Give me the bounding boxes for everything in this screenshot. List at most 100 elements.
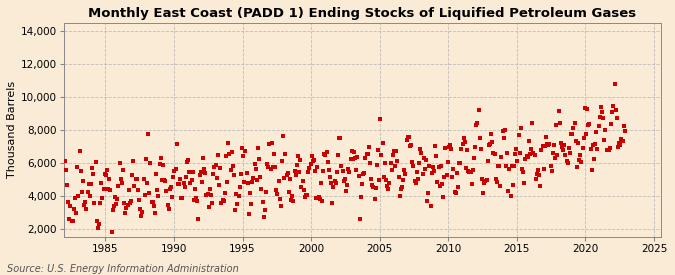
Point [608,104,619,108]
Point [288,199,299,204]
Point [201,192,212,197]
Point [180,175,191,179]
Point [554,109,564,113]
Point [539,166,549,171]
Point [400,172,411,177]
Point [475,147,486,152]
Point [284,189,294,194]
Point [337,169,348,173]
Point [209,165,220,169]
Point [392,159,403,163]
Point [127,173,138,177]
Point [557,145,568,150]
Point [280,152,291,156]
Point [303,170,314,175]
Point [99,172,110,176]
Point [568,126,579,130]
Point [346,149,357,153]
Point [205,187,215,191]
Point [497,129,508,133]
Point [523,139,534,143]
Point [488,151,499,155]
Point [236,145,247,150]
Point [162,202,173,207]
Point [262,161,273,166]
Point [520,157,531,161]
Point [449,190,460,194]
Point [224,152,235,157]
Point [423,191,433,196]
Point [610,108,621,112]
Point [435,164,446,169]
Point [549,156,560,160]
Point [250,166,261,171]
Point [617,139,628,144]
Point [139,192,150,197]
Point [180,185,190,189]
Point [273,179,284,183]
Point [170,166,181,171]
Point [422,199,433,204]
Point [99,187,109,191]
Point [66,219,77,223]
Point [128,159,139,163]
Point [464,170,475,175]
Point [535,184,545,188]
Point [176,196,187,200]
Point [516,126,526,130]
Point [448,166,459,171]
Point [342,183,352,187]
Point [184,170,195,175]
Point [599,138,610,142]
Point [575,152,586,157]
Point [155,156,166,161]
Point [549,143,560,147]
Point [109,194,120,199]
Point [408,164,418,169]
Point [203,205,214,209]
Point [312,165,323,169]
Point [221,153,232,158]
Point [226,150,237,154]
Point [275,204,286,208]
Point [479,180,489,185]
Point [208,172,219,177]
Point [106,229,117,234]
Point [481,178,492,183]
Point [533,167,543,172]
Point [272,192,283,196]
Point [206,192,217,197]
Point [429,169,439,173]
Point [590,142,601,146]
Point [158,163,169,167]
Point [119,200,130,205]
Point [244,212,254,216]
Point [541,135,551,139]
Point [169,169,180,174]
Point [486,132,497,136]
Point [562,161,573,165]
Point [434,183,445,188]
Point [468,168,479,172]
Point [495,183,506,188]
Point [522,155,533,159]
Point [132,177,142,181]
Point [266,141,277,145]
Point [259,215,269,219]
Point [402,135,413,139]
Point [97,196,108,200]
Point [167,195,178,199]
Point [437,195,448,199]
Point [612,116,622,120]
Point [558,148,568,152]
Point [340,177,350,182]
Point [397,185,408,189]
Point [188,170,198,175]
Point [144,191,155,195]
Point [202,192,213,196]
Point [126,199,136,203]
Point [137,210,148,214]
Point [524,152,535,156]
Point [415,147,426,151]
Point [61,183,72,187]
